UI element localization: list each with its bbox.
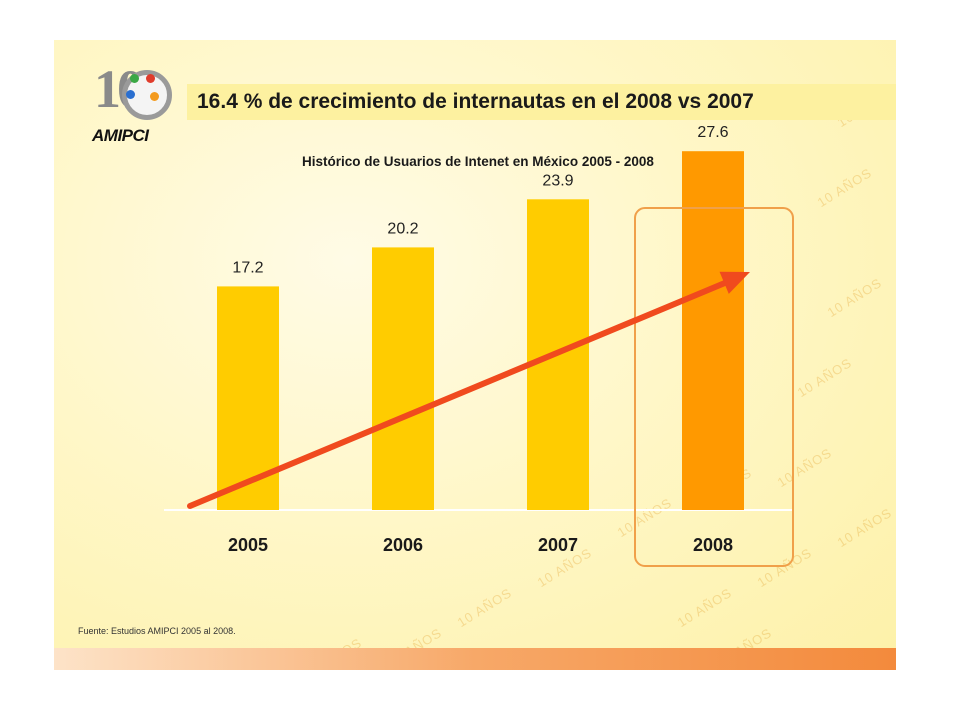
bar-2008: [682, 151, 744, 510]
data-label-2008: 27.6: [697, 124, 728, 141]
logo-dot-green: [130, 74, 139, 83]
logo-dot-blue: [126, 90, 135, 99]
logo-dot-red: [146, 74, 155, 83]
slide-background: 10 AÑOS 10 AÑOS 10 AÑOS 10 AÑOS 10 AÑOS 10 AÑ…: [54, 40, 896, 670]
logo-brand: AMIPCI: [92, 126, 149, 145]
amipci-logo: 10 AMIPCI: [92, 59, 172, 152]
chart-title: Histórico de Usuarios de Intenet en Méxi…: [302, 154, 654, 169]
x-tick-label-2005: 2005: [228, 535, 268, 555]
bar-2006: [372, 247, 434, 510]
bar-2005: [217, 286, 279, 510]
trend-arrow-head: [719, 271, 750, 294]
data-label-2005: 17.2: [232, 259, 263, 276]
data-label-2007: 23.9: [542, 172, 573, 189]
x-tick-label-2008: 2008: [693, 535, 733, 555]
source-note: Fuente: Estudios AMIPCI 2005 al 2008.: [78, 626, 236, 636]
bottom-band: [54, 648, 896, 670]
x-tick-label-2006: 2006: [383, 535, 423, 555]
data-label-2006: 20.2: [387, 220, 418, 237]
highlight-frame: [634, 207, 794, 567]
bar-chart: 17.2 2005 20.2 2006 23.9 2007 27.6 2008: [164, 124, 794, 567]
logo-dot-orange: [150, 92, 159, 101]
trend-arrow-line: [187, 277, 735, 509]
x-tick-label-2007: 2007: [538, 535, 578, 555]
headline-bar: [187, 84, 896, 120]
headline: 16.4 % de crecimiento de internautas en …: [197, 90, 754, 113]
